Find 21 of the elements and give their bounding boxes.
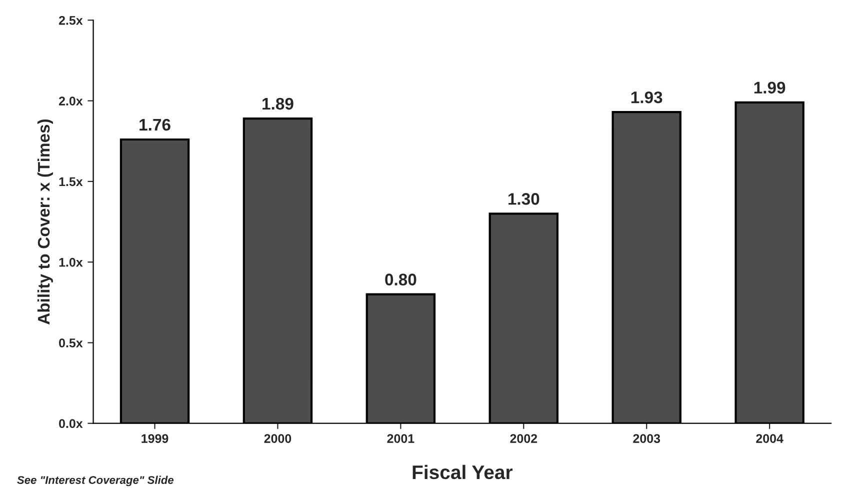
y-tick-label: 1.5x	[59, 177, 83, 186]
data-label: 1.89	[262, 98, 294, 110]
x-tick-label: 1999	[142, 434, 168, 443]
x-tick-label: 2002	[510, 434, 538, 443]
data-label: 1.93	[631, 91, 662, 104]
y-tick-label: 0.5x	[59, 338, 83, 348]
data-label: 1.99	[754, 82, 786, 94]
data-label: 0.80	[385, 274, 416, 286]
data-label: 1.76	[140, 118, 170, 131]
x-tick-label: 2004	[756, 434, 784, 443]
text: See "Interest Coverage" Slide	[17, 476, 174, 486]
y-tick-label: 1.0x	[59, 258, 83, 267]
x-axis-title: Fiscal Year	[412, 464, 513, 480]
y-tick-label: 0.0x	[59, 419, 83, 428]
x-tick-label: 2001	[387, 434, 414, 443]
y-axis-title: Ability to Cover: x (Times)	[37, 119, 53, 324]
data-label: 1.30	[508, 193, 540, 205]
x-tick-label: 2003	[633, 434, 660, 443]
y-tick-label: 2.5x	[58, 16, 83, 25]
y-tick-label: 2.0x	[58, 96, 83, 106]
x-tick-label: 2000	[264, 434, 292, 443]
